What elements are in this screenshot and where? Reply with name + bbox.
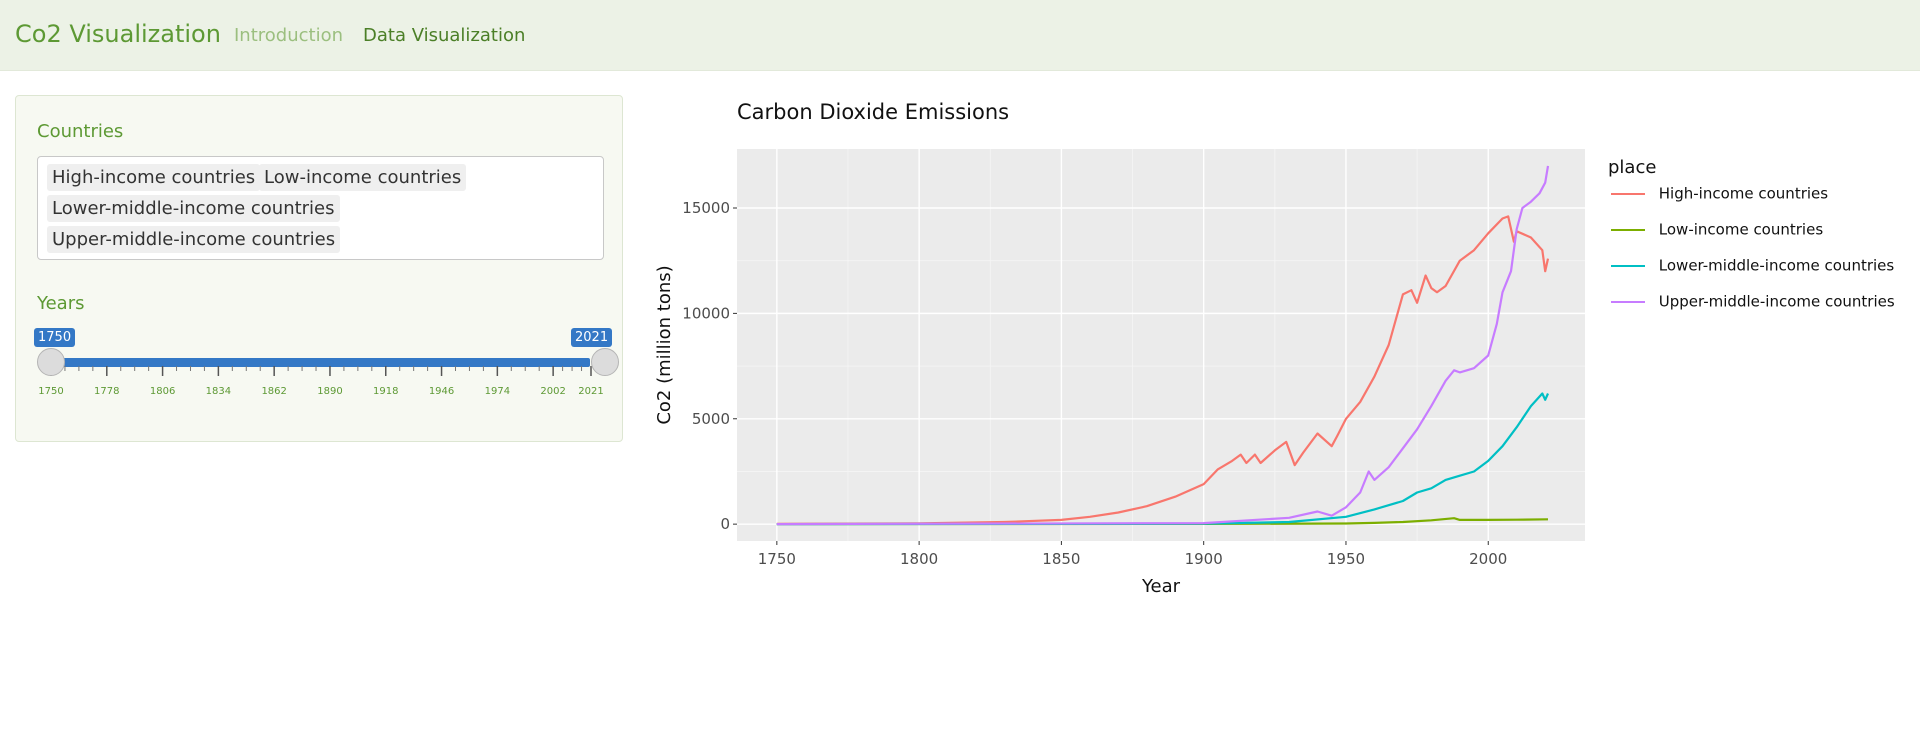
legend-item: Upper-middle-income countries bbox=[1611, 292, 1895, 312]
slider-max-badge: 2021 bbox=[571, 328, 613, 347]
plot-panel bbox=[737, 149, 1585, 541]
legend-item: Low-income countries bbox=[1611, 220, 1823, 240]
slider-handle-max[interactable] bbox=[591, 348, 619, 376]
y-tick-label: 15000 bbox=[682, 199, 730, 217]
countries-multiselect[interactable]: High-income countries Low-income countri… bbox=[37, 156, 604, 260]
legend-item: High-income countries bbox=[1611, 184, 1828, 204]
year-range-slider-bar[interactable] bbox=[50, 358, 590, 367]
slider-tick-label: 2002 bbox=[540, 386, 566, 397]
legend-swatch bbox=[1611, 192, 1645, 195]
slider-tick-label: 1974 bbox=[484, 386, 511, 397]
nav-tab-data-visualization[interactable]: Data Visualization bbox=[363, 25, 526, 46]
series-line bbox=[776, 392, 1550, 526]
slider-tick-label: 1946 bbox=[428, 386, 455, 397]
chart-title: Carbon Dioxide Emissions bbox=[737, 100, 1010, 124]
country-tag[interactable]: Upper-middle-income countries bbox=[47, 226, 341, 253]
slider-handle-min[interactable] bbox=[37, 348, 65, 376]
slider-tick-label: 1918 bbox=[373, 386, 399, 397]
x-tick-label: 1950 bbox=[1327, 550, 1365, 568]
slider-tick-label: 1834 bbox=[205, 386, 232, 397]
x-tick-label: 2000 bbox=[1469, 550, 1507, 568]
country-tag[interactable]: High-income countries bbox=[47, 164, 261, 191]
legend-swatch bbox=[1611, 264, 1645, 267]
y-tick-label: 10000 bbox=[682, 304, 730, 322]
series-line bbox=[776, 165, 1550, 526]
legend-swatch bbox=[1611, 228, 1645, 231]
years-label: Years bbox=[37, 293, 85, 314]
x-axis-label: Year bbox=[1141, 576, 1181, 597]
x-tick-label: 1800 bbox=[900, 550, 938, 568]
y-tick-label: 5000 bbox=[692, 410, 730, 428]
slider-ticks bbox=[50, 366, 592, 376]
series-line bbox=[776, 517, 1549, 526]
legend-label: Upper-middle-income countries bbox=[1658, 292, 1895, 311]
legend-swatch bbox=[1611, 300, 1645, 303]
chart-svg: 1750 1800 1850 1900 1950 2000 0 5000 10000 15000 Y… bbox=[654, 149, 1585, 597]
nav-tab-introduction[interactable]: Introduction bbox=[234, 25, 344, 46]
legend-item: Lower-middle-income countries bbox=[1611, 256, 1894, 276]
slider-tick-label: 1806 bbox=[149, 386, 176, 397]
series-line bbox=[776, 215, 1550, 525]
legend-label: Low-income countries bbox=[1658, 220, 1824, 239]
y-tick-label: 0 bbox=[720, 515, 730, 533]
slider-tick-label: 1778 bbox=[94, 386, 120, 397]
emissions-chart: Carbon Dioxide Emissions 1750 1800 1850 190… bbox=[650, 88, 1900, 618]
countries-label: Countries bbox=[37, 121, 124, 142]
x-tick-label: 1750 bbox=[758, 550, 796, 568]
slider-tick-label: 1890 bbox=[317, 386, 343, 397]
country-tag[interactable]: Lower-middle-income countries bbox=[47, 195, 340, 222]
legend-label: High-income countries bbox=[1658, 184, 1829, 203]
x-tick-label: 1900 bbox=[1185, 550, 1223, 568]
slider-tick-label: 1750 bbox=[38, 386, 64, 397]
sidebar-panel: Countries High-income countries Low-inco… bbox=[15, 95, 623, 442]
navbar: Co2 Visualization Introduction Data Visu… bbox=[0, 0, 1920, 71]
y-axis-label: Co2 (million tons) bbox=[654, 265, 675, 424]
slider-min-badge: 1750 bbox=[34, 328, 76, 347]
slider-tick-label: 2021 bbox=[578, 386, 604, 397]
x-tick-label: 1850 bbox=[1042, 550, 1080, 568]
slider-tick-label: 1862 bbox=[261, 386, 287, 397]
legend-title: place bbox=[1608, 157, 1657, 178]
legend-label: Lower-middle-income countries bbox=[1658, 256, 1895, 275]
brand-title[interactable]: Co2 Visualization bbox=[15, 20, 221, 48]
country-tag[interactable]: Low-income countries bbox=[259, 164, 467, 191]
